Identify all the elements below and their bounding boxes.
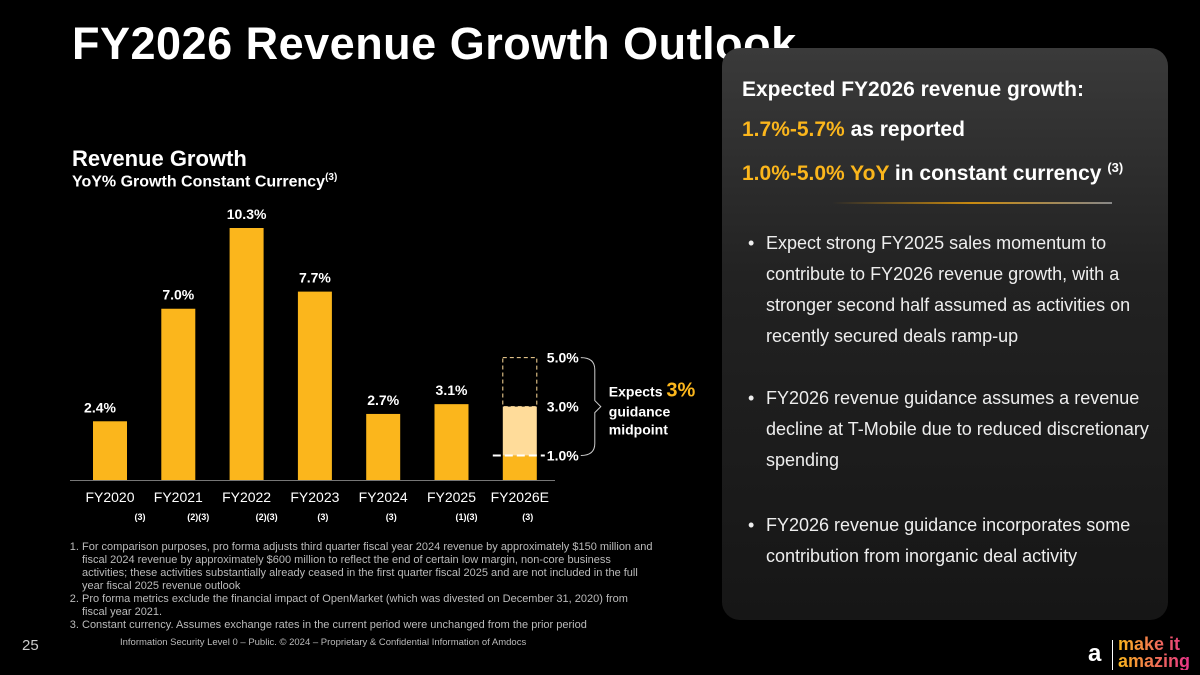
make-it-amazing-logo: make it amazing: [1118, 634, 1191, 671]
footnote-ref: (3): [135, 512, 146, 522]
data-label: 3.0%: [547, 399, 579, 415]
amdocs-logo-icon: a: [1088, 640, 1102, 667]
bar: [366, 413, 401, 480]
reported-range: 1.7%-5.7%: [742, 118, 845, 141]
footnote-ref: (2)(3): [256, 512, 278, 522]
footnotes: For comparison purposes, pro forma adjus…: [64, 541, 654, 632]
data-label: 7.7%: [299, 270, 331, 286]
forecast-bar-lower: [502, 455, 537, 480]
revenue-growth-chart: 2.4%FY2020(3)7.0%FY2021(2)(3)10.3%FY2022…: [70, 206, 696, 522]
footnote-ref: (3): [386, 512, 397, 522]
x-tick-label: FY2025: [427, 489, 476, 505]
annotation-line1: Expects 3%: [609, 380, 696, 402]
bullet: FY2026 revenue guidance assumes a revenu…: [744, 383, 1154, 476]
footnote-ref: (3): [522, 512, 533, 522]
x-tick-label: FY2024: [359, 489, 408, 505]
annotation-line3: midpoint: [609, 422, 668, 438]
chart-subtitle: YoY% Growth Constant Currency(3): [72, 172, 337, 191]
data-label: 10.3%: [227, 206, 267, 222]
bar: [93, 421, 127, 480]
outlook-panel: Expected FY2026 revenue growth: 1.7%-5.7…: [722, 48, 1168, 620]
constant-currency-growth: 1.0%-5.0% YoY in constant currency (3): [742, 160, 1123, 186]
forecast-bar-upper: [502, 406, 537, 456]
data-label: 2.7%: [367, 392, 399, 408]
page-number: 25: [22, 637, 39, 654]
x-tick-label: FY2022: [222, 489, 271, 505]
footnote: For comparison purposes, pro forma adjus…: [82, 541, 654, 593]
page-title: FY2026 Revenue Growth Outlook: [72, 18, 797, 69]
data-label: 3.1%: [436, 382, 468, 398]
footnote-ref: (3): [317, 512, 328, 522]
cc-text: in constant currency: [889, 162, 1108, 185]
reported-text: as reported: [844, 118, 965, 141]
bar: [297, 291, 332, 480]
cc-sup: (3): [1107, 160, 1124, 175]
x-tick-label: FY2026E: [491, 489, 549, 505]
cc-range: 1.0%-5.0% YoY: [742, 162, 890, 185]
annotation-line2: guidance: [609, 404, 671, 420]
x-tick-label: FY2020: [85, 489, 134, 505]
bullet: FY2026 revenue guidance incorporates som…: [744, 510, 1154, 572]
chart-subtitle-sup: (3): [325, 172, 338, 183]
x-tick-label: FY2023: [290, 489, 339, 505]
x-tick-label: FY2021: [154, 489, 203, 505]
chart-subtitle-text: YoY% Growth Constant Currency: [72, 173, 326, 191]
bar: [434, 404, 469, 480]
bullet: Expect strong FY2025 sales momentum to c…: [744, 228, 1154, 352]
footnote: Constant currency. Assumes exchange rate…: [82, 619, 654, 632]
reported-growth: 1.7%-5.7% as reported: [742, 118, 965, 142]
footnote-ref: (2)(3): [187, 512, 209, 522]
brace: [580, 357, 602, 457]
data-label: 7.0%: [162, 287, 194, 303]
logo-divider: [1112, 640, 1113, 670]
guidance-high-label: 5.0%: [547, 350, 579, 366]
chart-title: Revenue Growth: [72, 146, 247, 171]
footnote: Pro forma metrics exclude the financial …: [82, 593, 654, 619]
footer-text: Information Security Level 0 – Public. ©…: [120, 637, 527, 648]
divider: [832, 202, 1112, 204]
bar: [229, 228, 264, 480]
guidance-range-box: [502, 357, 538, 408]
footnote-ref: (1)(3): [456, 512, 478, 522]
guidance-low-label: 1.0%: [547, 448, 579, 464]
data-label: 2.4%: [84, 399, 116, 415]
bar: [161, 308, 196, 480]
panel-heading: Expected FY2026 revenue growth:: [742, 78, 1084, 101]
